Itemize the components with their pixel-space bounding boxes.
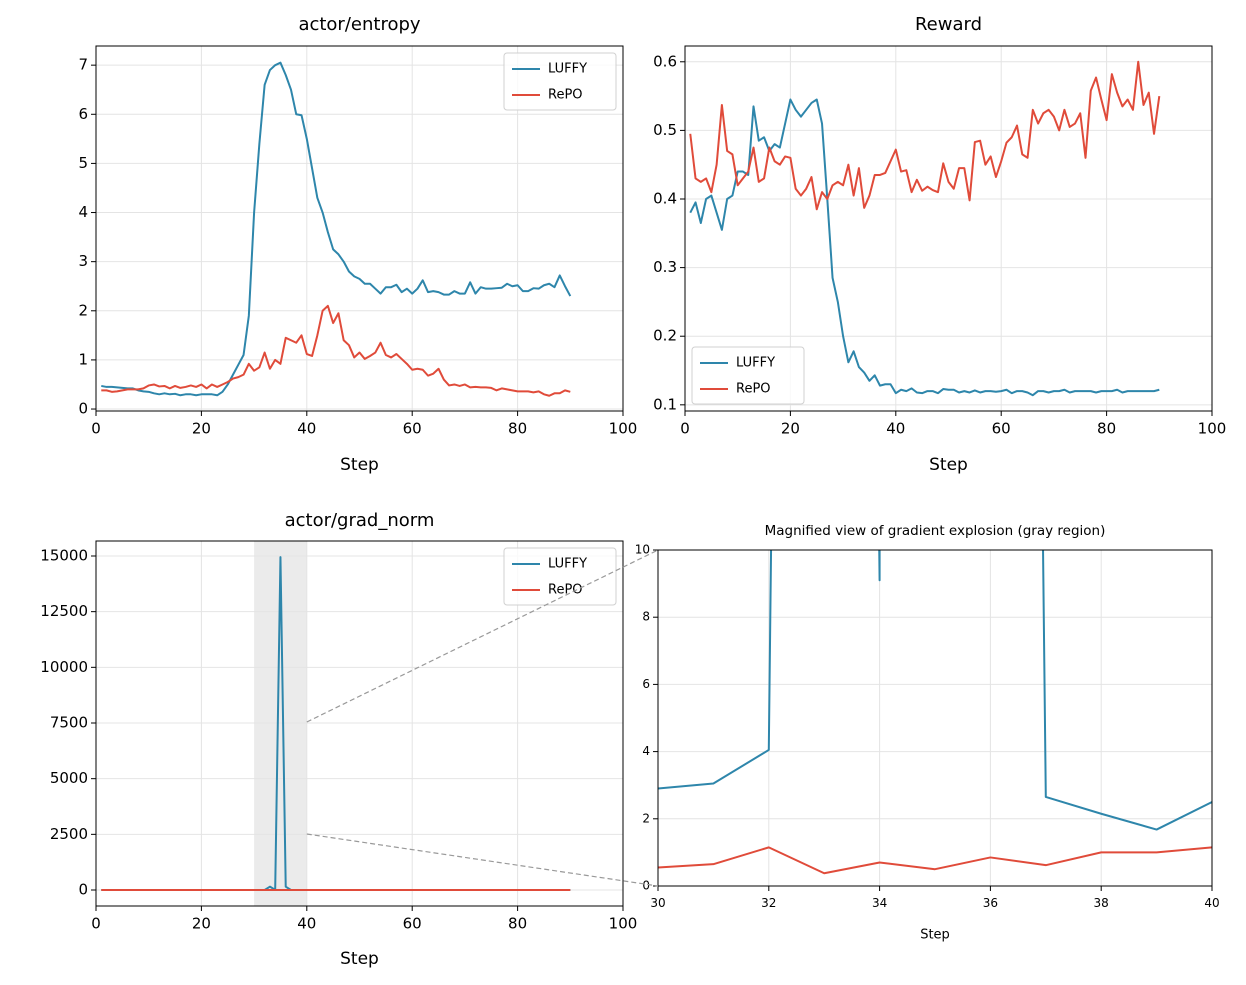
y-tick-label: 0 bbox=[78, 881, 88, 899]
line-series bbox=[101, 61, 572, 397]
x-tick-label: 38 bbox=[1094, 896, 1109, 910]
chart-title: actor/entropy bbox=[298, 14, 420, 35]
line-series bbox=[658, 550, 1212, 831]
legend-label: RePO bbox=[736, 382, 771, 397]
y-tick-label: 10000 bbox=[40, 658, 88, 676]
x-tick-label: 100 bbox=[609, 420, 638, 438]
chart-title: Magnified view of gradient explosion (gr… bbox=[765, 523, 1106, 539]
x-tick-label: 40 bbox=[886, 420, 905, 438]
y-tick-label: 12500 bbox=[40, 602, 88, 620]
legend-label: LUFFY bbox=[548, 557, 587, 572]
y-tick-label: 6 bbox=[642, 677, 650, 691]
y-tick-label: 4 bbox=[642, 744, 650, 758]
zoom-connector bbox=[306, 833, 659, 887]
legend-label: RePO bbox=[548, 88, 583, 103]
legend-label: LUFFY bbox=[548, 62, 587, 77]
axes-frame bbox=[95, 540, 624, 907]
y-tick-label: 7500 bbox=[50, 713, 88, 731]
y-tick-label: 15000 bbox=[40, 546, 88, 564]
legend-label: LUFFY bbox=[736, 356, 775, 371]
x-tick-label: 100 bbox=[609, 915, 638, 933]
y-tick-label: 10 bbox=[635, 543, 650, 557]
y-tick-label: 0.4 bbox=[653, 189, 677, 207]
x-tick-label: 60 bbox=[992, 420, 1011, 438]
x-tick-label: 20 bbox=[192, 915, 211, 933]
x-tick-label: 60 bbox=[403, 915, 422, 933]
y-tick-label: 8 bbox=[642, 610, 650, 624]
y-tick-label: 2500 bbox=[50, 825, 88, 843]
x-axis-label: Step bbox=[920, 928, 950, 943]
y-tick-label: 0.2 bbox=[653, 327, 677, 345]
x-tick-label: 100 bbox=[1198, 420, 1227, 438]
x-axis-label: Step bbox=[929, 455, 968, 475]
y-tick-label: 0.5 bbox=[653, 121, 677, 139]
line-series bbox=[658, 846, 1212, 875]
x-tick-label: 20 bbox=[781, 420, 800, 438]
legend-label: RePO bbox=[548, 583, 583, 598]
plot-lines bbox=[101, 61, 572, 397]
chart-title: actor/grad_norm bbox=[285, 510, 435, 531]
plot-lines bbox=[101, 556, 571, 891]
x-tick-label: 20 bbox=[192, 420, 211, 438]
x-tick-label: 60 bbox=[403, 420, 422, 438]
x-tick-label: 80 bbox=[508, 915, 527, 933]
x-tick-label: 30 bbox=[650, 896, 665, 910]
y-tick-label: 0.6 bbox=[653, 52, 677, 70]
zoom-connector bbox=[306, 549, 659, 723]
x-tick-label: 80 bbox=[508, 420, 527, 438]
x-tick-label: 34 bbox=[872, 896, 887, 910]
x-tick-label: 32 bbox=[761, 896, 776, 910]
y-tick-label: 0.1 bbox=[653, 395, 677, 413]
x-tick-label: 40 bbox=[297, 915, 316, 933]
line-series bbox=[101, 304, 571, 397]
y-tick-label: 4 bbox=[78, 203, 88, 221]
x-axis-label: Step bbox=[340, 949, 379, 969]
y-tick-label: 1 bbox=[78, 350, 88, 368]
x-tick-label: 0 bbox=[91, 420, 101, 438]
y-tick-label: 2 bbox=[78, 301, 88, 319]
axes-frame bbox=[684, 45, 1213, 412]
x-tick-label: 36 bbox=[983, 896, 998, 910]
y-tick-label: 6 bbox=[78, 105, 88, 123]
plot-lines bbox=[689, 60, 1161, 397]
y-tick-label: 3 bbox=[78, 252, 88, 270]
x-tick-label: 0 bbox=[91, 915, 101, 933]
y-tick-label: 2 bbox=[642, 811, 650, 825]
y-tick-label: 7 bbox=[78, 56, 88, 74]
chart-title: Reward bbox=[915, 14, 982, 35]
x-tick-label: 80 bbox=[1097, 420, 1116, 438]
y-tick-label: 0.3 bbox=[653, 258, 677, 276]
y-tick-label: 0 bbox=[78, 400, 88, 418]
plot-lines bbox=[658, 550, 1212, 875]
y-tick-label: 0 bbox=[642, 879, 650, 893]
y-tick-label: 5000 bbox=[50, 769, 88, 787]
axes-frame bbox=[657, 549, 1213, 887]
x-tick-label: 0 bbox=[680, 420, 690, 438]
x-tick-label: 40 bbox=[1204, 896, 1219, 910]
line-series bbox=[689, 60, 1161, 211]
x-tick-label: 40 bbox=[297, 420, 316, 438]
y-tick-label: 5 bbox=[78, 154, 88, 172]
axes-frame bbox=[95, 45, 624, 412]
x-axis-label: Step bbox=[340, 455, 379, 475]
